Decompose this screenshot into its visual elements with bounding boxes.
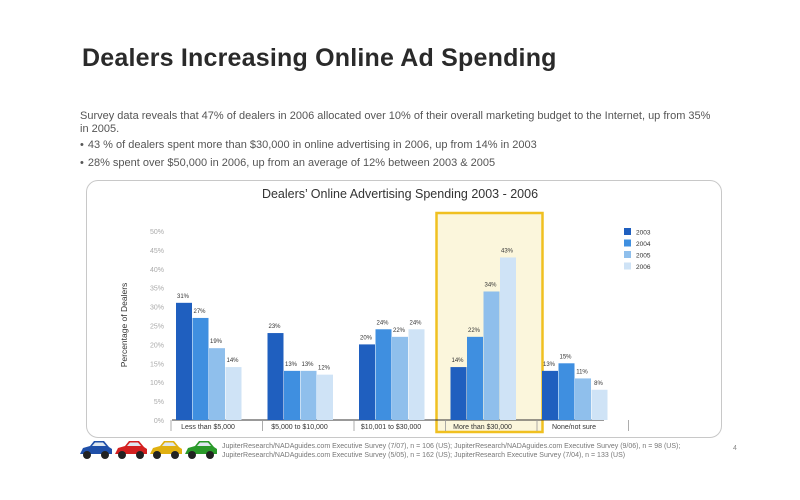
data-label: 13% (285, 362, 298, 368)
y-tick-label: 20% (150, 342, 164, 349)
y-tick-label: 15% (150, 361, 164, 368)
bar (575, 378, 591, 420)
car-window (127, 442, 141, 446)
car-wheel (83, 451, 91, 459)
data-label: 13% (543, 362, 556, 368)
bullet-item: • 43 % of dealers spent more than $30,000… (80, 139, 740, 152)
intro-paragraph: Survey data reveals that 47% of dealers … (80, 110, 711, 135)
page-number: 4 (733, 445, 737, 452)
data-label: 12% (318, 366, 331, 372)
legend-swatch (624, 262, 631, 270)
car-wheel (136, 451, 144, 459)
bar (209, 348, 225, 420)
legend-label: 2003 (636, 230, 651, 237)
data-label: 24% (409, 320, 422, 326)
bar (408, 329, 425, 420)
slide-title: Dealers Increasing Online Ad Spending (82, 44, 557, 72)
data-label: 14% (226, 358, 239, 364)
y-tick-label: 50% (150, 229, 164, 236)
x-tick-label: $10,001 to $30,000 (361, 424, 421, 431)
bar (450, 367, 467, 420)
car-wheel (188, 451, 196, 459)
bar (267, 333, 284, 420)
y-tick-label: 10% (150, 380, 164, 387)
bar (483, 291, 500, 420)
bar (359, 344, 375, 420)
legend-swatch (624, 228, 631, 235)
data-label: 43% (501, 248, 514, 254)
legend-label: 2004 (636, 241, 651, 248)
car-wheel (118, 451, 126, 459)
bullet-text: 28% spent over $50,000 in 2006, up from … (87, 157, 496, 169)
bar (542, 370, 558, 420)
car-wheel (153, 451, 161, 459)
data-label: 31% (177, 294, 190, 300)
car-wheel (171, 451, 179, 459)
bar (225, 367, 242, 420)
bar (300, 370, 317, 420)
bar (317, 374, 333, 420)
y-tick-label: 45% (150, 248, 164, 255)
bar (467, 336, 483, 420)
data-label: 11% (576, 369, 588, 375)
bullet-glyph: • (80, 157, 84, 169)
legend-swatch (624, 239, 631, 247)
data-label: 24% (376, 320, 389, 326)
x-tick-label: More than $30,000 (453, 424, 512, 431)
data-label: 23% (268, 324, 281, 330)
chart-title: Dealers’ Online Advertising Spending 200… (262, 187, 538, 201)
x-tick-label: $5,000 to $10,000 (271, 424, 328, 431)
bar (591, 389, 608, 420)
legend-label: 2006 (636, 264, 651, 271)
legend-label: 2005 (636, 253, 651, 260)
car-wheel (206, 451, 214, 459)
data-label: 20% (360, 335, 373, 341)
bar (375, 329, 392, 420)
bullet-list: • 43 % of dealers spent more than $30,000… (80, 139, 740, 175)
data-label: 27% (193, 309, 206, 315)
y-tick-label: 30% (150, 305, 164, 312)
data-label: 15% (559, 354, 572, 360)
bar (284, 370, 300, 420)
data-label: 22% (393, 328, 406, 334)
data-label: 13% (301, 362, 314, 368)
cars-logo-icon (80, 441, 217, 459)
bar (558, 363, 575, 420)
y-axis-label: Percentage of Dealers (119, 283, 129, 368)
car-window (197, 442, 211, 446)
bar (176, 302, 192, 420)
data-label: 19% (210, 339, 223, 345)
y-tick-label: 35% (150, 286, 164, 293)
bar (392, 336, 408, 420)
bar (500, 257, 516, 420)
data-label: 34% (484, 282, 497, 288)
bullet-glyph: • (80, 139, 84, 151)
legend-swatch (624, 251, 631, 258)
x-tick-label: None/not sure (552, 424, 596, 431)
data-label: 22% (468, 328, 481, 334)
car-wheel (101, 451, 109, 459)
car-window (162, 442, 176, 446)
y-tick-label: 5% (154, 399, 164, 406)
y-tick-label: 40% (150, 267, 164, 274)
source-footnote: JupiterResearch/NADAguides.com Executive… (222, 443, 681, 459)
bullet-item: • 28% spent over $50,000 in 2006, up from… (80, 157, 740, 170)
y-tick-label: 0% (154, 418, 164, 425)
bullet-text: 43 % of dealers spent more than $30,000 … (87, 139, 537, 151)
data-label: 14% (451, 358, 464, 364)
x-tick-label: Less than $5,000 (181, 424, 235, 431)
bar (192, 317, 209, 420)
data-label: 8% (594, 381, 603, 387)
car-window (92, 442, 106, 446)
y-tick-label: 25% (150, 324, 164, 331)
